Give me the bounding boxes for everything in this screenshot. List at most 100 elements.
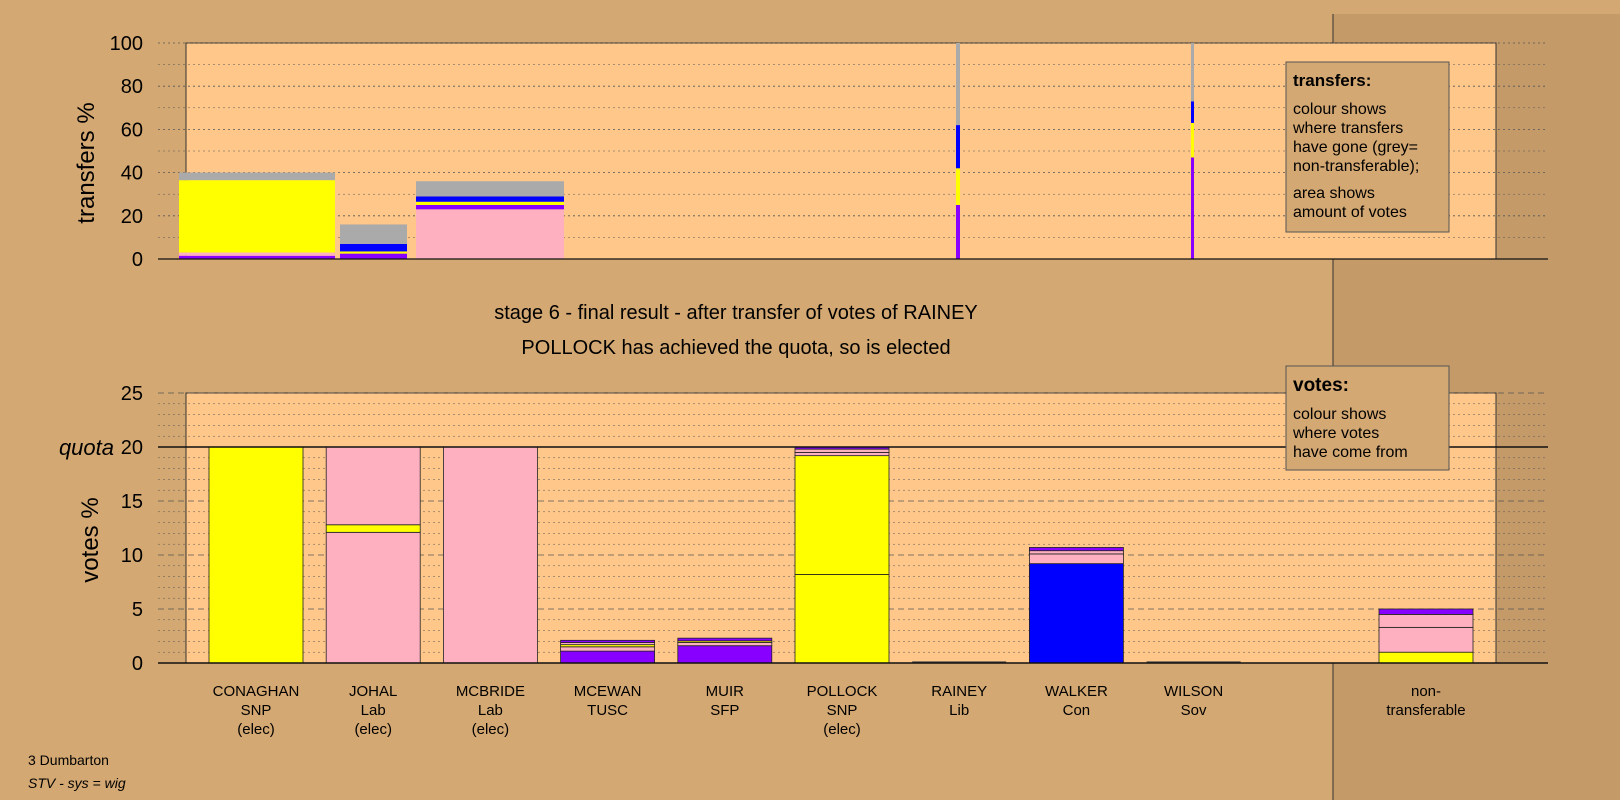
candidate-label: transferable — [1386, 702, 1465, 719]
candidate-label: CONAGHAN — [213, 683, 300, 700]
transfer-segment — [1191, 43, 1194, 102]
candidate-label: (elec) — [354, 721, 392, 738]
transfers-legend-text: have gone (grey= — [1293, 139, 1418, 156]
vote-bar-segment — [1378, 651, 1474, 664]
votes-legend-text: where votes — [1292, 425, 1379, 442]
transfer-segment — [179, 172, 335, 181]
transfer-segment — [956, 205, 960, 259]
candidate-label: (elec) — [823, 721, 861, 738]
transfers-legend-text: amount of votes — [1293, 204, 1407, 221]
transfers-tick-label: 0 — [132, 249, 143, 271]
transfers-tick-label: 20 — [121, 206, 143, 228]
candidate-label: SNP — [241, 702, 272, 719]
vote-bar-segment — [560, 639, 655, 643]
candidate-label: WILSON — [1164, 683, 1223, 700]
transfers-legend-text: area shows — [1293, 185, 1375, 202]
vote-bar-segment — [677, 642, 773, 647]
vote-bar-segment — [325, 524, 421, 533]
vote-bar-segment — [325, 531, 421, 664]
stage-subtitle: POLLOCK has achieved the quota, so is el… — [521, 337, 950, 359]
transfer-segment — [1191, 157, 1194, 259]
candidate-label: Lab — [478, 702, 503, 719]
transfers-legend-text: where transfers — [1292, 120, 1403, 137]
votes-tick-label: 15 — [121, 491, 143, 513]
votes-legend-title: votes: — [1293, 375, 1349, 396]
candidate-label: SNP — [827, 702, 858, 719]
vote-bar-segment — [560, 646, 655, 652]
votes-tick-label: 25 — [121, 383, 143, 405]
vote-bar-segment — [1029, 563, 1124, 664]
transfer-segment — [179, 180, 335, 253]
transfers-panel: 0 20 40 60 80 100 transfers % transfers: colour … — [73, 33, 1548, 271]
vote-bar-segment — [794, 451, 890, 457]
footer-constituency: 3 Dumbarton — [28, 752, 109, 768]
vote-bar-segment — [442, 446, 538, 664]
vote-bar-segment — [325, 446, 421, 526]
transfer-segment — [1191, 101, 1194, 123]
transfer-segment — [340, 224, 407, 244]
votes-legend-text: have come from — [1293, 444, 1408, 461]
transfer-segment — [1191, 122, 1194, 158]
stage-title: stage 6 - final result - after transfer … — [494, 302, 978, 324]
candidate-label: TUSC — [587, 702, 628, 719]
transfers-legend-text: colour shows — [1293, 101, 1386, 118]
vote-bar-segment — [1029, 547, 1124, 552]
vote-bar-segment — [560, 650, 655, 664]
transfer-segment — [416, 205, 564, 210]
transfers-tick-label: 60 — [121, 119, 143, 141]
transfer-segment — [416, 209, 564, 259]
transfer-segment — [179, 252, 335, 256]
votes-legend-text: colour shows — [1293, 406, 1386, 423]
candidate-label: Lab — [361, 702, 386, 719]
transfer-segment — [340, 253, 407, 259]
candidate-label: MCBRIDE — [456, 683, 525, 700]
candidate-label: Sov — [1181, 702, 1207, 719]
candidate-label: MUIR — [706, 683, 744, 700]
transfers-tick-label: 80 — [121, 76, 143, 98]
footer-system: STV - sys = wig — [28, 775, 126, 791]
candidate-label: MCEWAN — [574, 683, 642, 700]
transfers-axis-label: transfers % — [73, 102, 100, 223]
transfers-legend-title: transfers: — [1293, 71, 1371, 90]
votes-tick-label: 10 — [121, 545, 143, 567]
transfer-segment — [416, 196, 564, 202]
vote-bar-segment — [1378, 608, 1474, 615]
candidate-label: SFP — [710, 702, 739, 719]
transfer-segment — [416, 201, 564, 205]
vote-bar-segment — [1029, 550, 1124, 555]
transfers-legend-box — [1285, 61, 1450, 233]
candidate-label: Con — [1063, 702, 1091, 719]
transfer-segment — [956, 125, 960, 169]
votes-tick-label: 20 — [121, 437, 143, 459]
vote-bar-segment — [1378, 626, 1474, 653]
candidate-label: POLLOCK — [807, 683, 878, 700]
transfers-tick-label: 40 — [121, 163, 143, 185]
votes-tick-label: 0 — [132, 653, 143, 675]
votes-tick-label: 5 — [132, 599, 143, 621]
vote-bar-segment — [1378, 614, 1474, 628]
transfer-segment — [416, 181, 564, 197]
transfer-segment — [179, 255, 335, 259]
candidate-label: RAINEY — [931, 683, 987, 700]
transfer-segment — [340, 243, 407, 252]
candidate-label: (elec) — [237, 721, 275, 738]
candidate-label: (elec) — [472, 721, 510, 738]
transfer-segment — [956, 43, 960, 126]
vote-bar-segment — [1029, 553, 1124, 565]
candidate-label: non- — [1411, 683, 1441, 700]
vote-bar-segment — [677, 637, 773, 642]
vote-bar-segment — [794, 455, 890, 575]
transfers-tick-label: 100 — [110, 33, 143, 55]
transfer-segment — [956, 168, 960, 205]
candidate-label: JOHAL — [349, 683, 397, 700]
vote-bar-segment — [677, 645, 773, 664]
transfers-legend-text: non-transferable); — [1293, 158, 1419, 175]
votes-panel: 0 5 10 15 20 25 votes % quota CONAGHAN SNP (elec) J… — [59, 365, 1548, 738]
candidate-label: Lib — [949, 702, 969, 719]
quota-label: quota — [59, 435, 114, 460]
vote-bar-segment — [208, 446, 304, 664]
vote-bar-segment — [794, 574, 890, 664]
transfer-segment — [340, 251, 407, 254]
votes-axis-label: votes % — [77, 497, 104, 582]
